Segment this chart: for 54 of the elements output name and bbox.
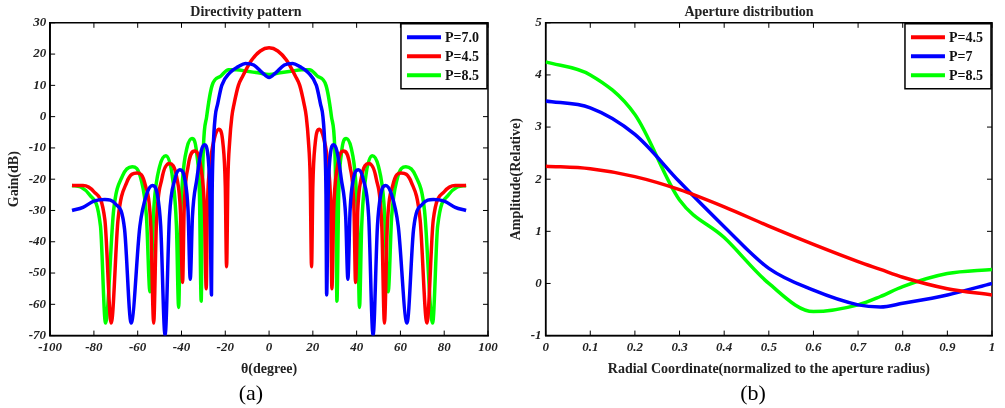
y-tick-label: 20 — [32, 45, 47, 61]
line-series — [545, 99, 992, 309]
y-tick-label: 5 — [535, 14, 543, 30]
legend-label: P=8.5 — [948, 67, 983, 83]
x-tick-label: -80 — [85, 338, 104, 354]
text: (b) — [739, 380, 767, 406]
x-axis-title: Radial Coordinate(normalized to the aperture radius) — [607, 361, 931, 378]
y-axis-title: Amplitude(Relative) — [508, 117, 525, 241]
x-tick-label: 0.7 — [849, 338, 867, 354]
legend-label: P=8.5 — [444, 67, 479, 83]
y-tick-label: 10 — [33, 76, 47, 92]
x-tick-label: 40 — [349, 338, 364, 354]
y-tick-label: 0 — [39, 108, 47, 123]
x-tick-label: 80 — [437, 338, 452, 354]
x-tick-label: 0 — [265, 338, 273, 354]
x-tick-label: 0.2 — [626, 338, 644, 354]
x-tick-label: 0.6 — [805, 338, 823, 354]
y-tick-label: -1 — [530, 326, 542, 342]
legend-label: P=7.0 — [444, 29, 479, 45]
y-tick-label: 4 — [534, 66, 543, 82]
x-tick-label: 0.1 — [582, 338, 599, 354]
x-tick-label: -20 — [216, 338, 235, 354]
x-tick-label: -40 — [172, 338, 191, 354]
legend-label: P=4.5 — [948, 29, 983, 45]
line-series — [545, 60, 992, 314]
x-axis-title: θ(degree) — [241, 361, 298, 378]
x-tick-label: 1 — [988, 338, 996, 354]
y-tick-label: -50 — [28, 264, 47, 280]
x-tick-label: 20 — [305, 338, 320, 354]
y-tick-label: 1 — [535, 222, 542, 238]
y-tick-label: 3 — [534, 118, 543, 134]
legend-label: P=7 — [948, 48, 973, 64]
chart-title: Directivity pattern — [190, 4, 302, 20]
y-axis-title: Gain(dB) — [6, 150, 23, 208]
x-tick-label: -60 — [129, 338, 147, 354]
x-tick-label: 60 — [393, 338, 408, 354]
chart-title: Aperture distribution — [684, 4, 814, 20]
x-tick-label: 100 — [478, 338, 499, 354]
line-series — [545, 164, 992, 297]
y-tick-label: -60 — [28, 295, 47, 311]
y-tick-label: 30 — [32, 14, 47, 30]
y-tick-label: 2 — [534, 170, 543, 186]
y-tick-label: 0 — [535, 274, 543, 290]
y-tick-label: -40 — [28, 233, 47, 249]
y-tick-label: -30 — [28, 201, 47, 217]
y-tick-label: -20 — [28, 170, 47, 186]
text: (a) — [237, 380, 265, 406]
x-tick-label: 0.3 — [671, 338, 689, 354]
y-tick-label: -10 — [28, 139, 47, 155]
x-tick-label: 0.5 — [760, 338, 778, 354]
x-tick-label: 0.8 — [894, 338, 912, 354]
x-tick-label: 0.9 — [939, 338, 956, 354]
x-tick-label: 0.4 — [716, 338, 733, 354]
legend-label: P=4.5 — [444, 48, 479, 64]
